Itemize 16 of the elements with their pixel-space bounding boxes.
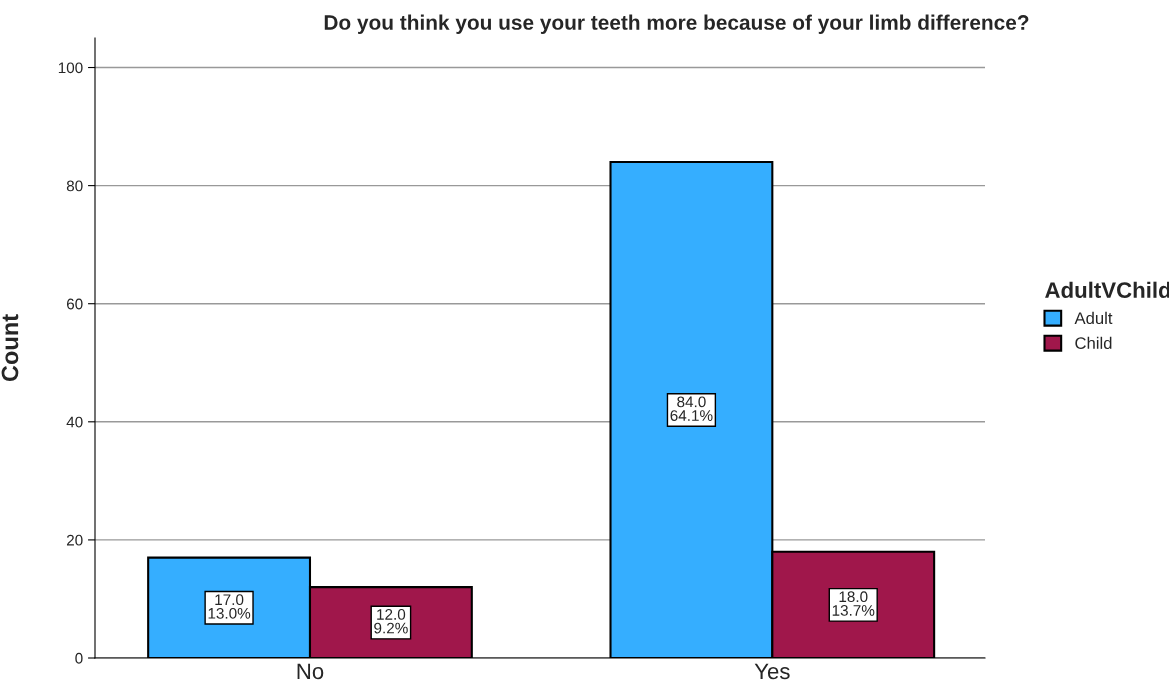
chart-title: Do you think you use your teeth more because of your limb difference? (324, 14, 1029, 34)
data-label: 12.0 9.2% (374, 609, 408, 634)
y-tick-label: 60 (66, 298, 83, 310)
y-tick-label: 40 (66, 416, 83, 428)
legend-label: Adult (1074, 311, 1113, 325)
y-tick-label: 80 (66, 180, 83, 192)
y-tick-label: 100 (58, 62, 83, 74)
y-tick-label: 20 (66, 534, 83, 546)
data-label: 18.0 13.7% (832, 591, 875, 616)
y-axis-title: Count (1, 314, 19, 382)
x-tick-label: Yes (754, 663, 790, 680)
y-tick-label: 0 (75, 652, 83, 664)
data-label: 17.0 13.0% (208, 594, 251, 619)
x-tick-label: No (297, 663, 324, 680)
legend-label: Child (1075, 336, 1112, 350)
data-label: 84.0 64.1% (670, 396, 713, 421)
